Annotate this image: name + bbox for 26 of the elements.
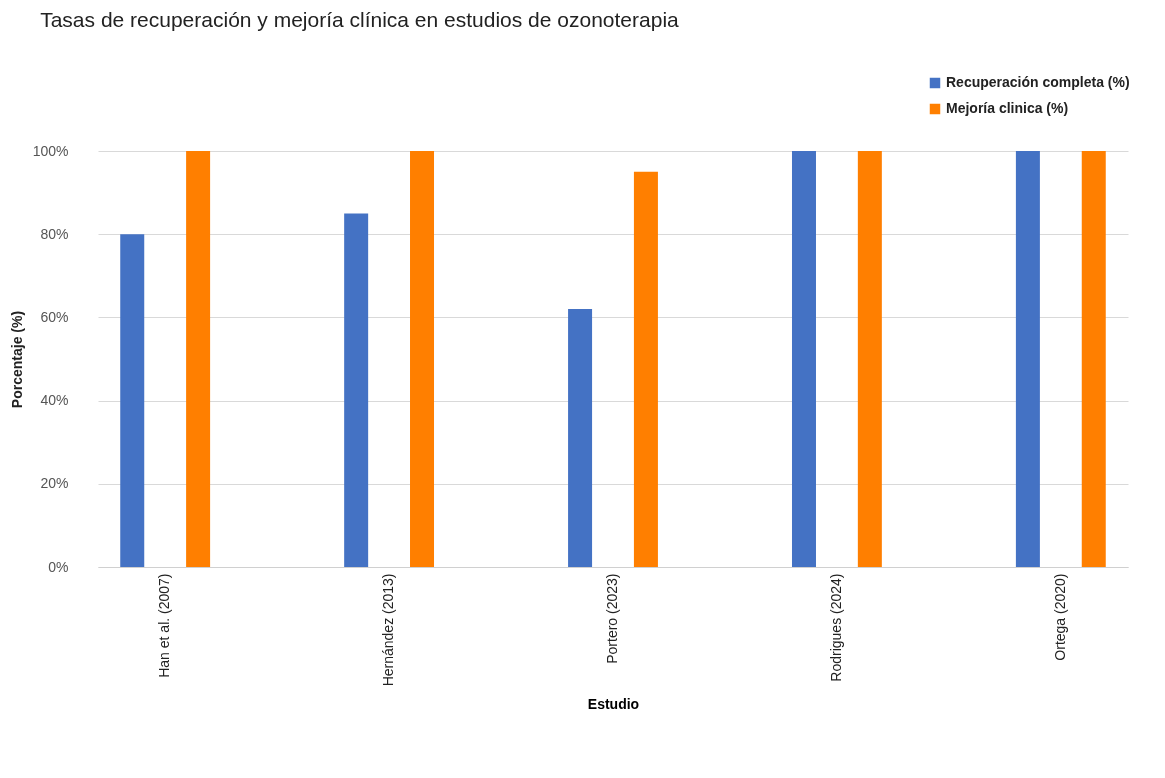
x-axis-title: Estudio <box>587 696 640 713</box>
legend-label: Recuperación completa (%) <box>946 74 1130 90</box>
y-axis-title: Porcentaje (%) <box>8 310 25 409</box>
y-tick-label: 60% <box>40 308 69 325</box>
bar <box>1015 151 1040 567</box>
bar <box>568 309 593 567</box>
bar <box>344 213 369 567</box>
y-tick-label: 100% <box>32 142 69 159</box>
y-tick-label: 80% <box>40 225 69 242</box>
x-tick-label: Rodrigues (2024) <box>827 573 844 682</box>
x-tick-label: Ortega (2020) <box>1051 573 1068 661</box>
legend-label: Mejoría clinica (%) <box>946 100 1069 116</box>
bar <box>1081 151 1106 567</box>
x-tick-label: Portero (2023) <box>604 573 620 664</box>
x-tick-label: Han et al. (2007) <box>156 573 173 678</box>
bar <box>791 151 816 567</box>
x-tick-label: Hernández (2013) <box>380 573 397 687</box>
y-tick-label: 40% <box>40 392 69 409</box>
bar <box>857 151 882 567</box>
y-tick-label: 20% <box>40 475 69 492</box>
bar <box>410 151 435 567</box>
chart-title: Tasas de recuperación y mejoría clínica en estudios de ozonoterapia <box>40 8 680 31</box>
bar <box>633 171 658 567</box>
y-tick-label: 0% <box>48 558 69 575</box>
bar <box>120 234 145 567</box>
bar <box>186 151 211 567</box>
